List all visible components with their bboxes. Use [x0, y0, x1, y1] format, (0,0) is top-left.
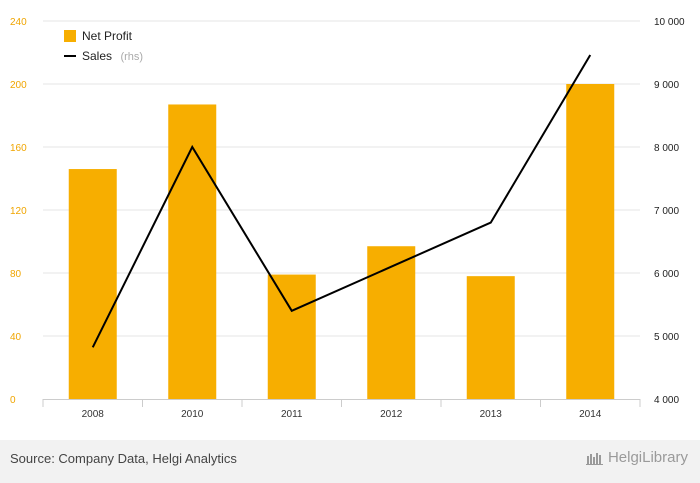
right-tick-label: 4 000 [654, 395, 679, 406]
sales-line-series [91, 54, 592, 348]
right-tick-label: 10 000 [654, 17, 685, 28]
left-tick-label: 240 [10, 17, 27, 28]
legend: Net Profit Sales (rhs) [64, 29, 143, 64]
right-tick-label: 6 000 [654, 269, 679, 280]
right-tick-label: 9 000 [654, 80, 679, 91]
legend-label-sales: Sales [82, 49, 112, 63]
x-tick-label: 2013 [480, 409, 503, 420]
bar-net-profit-2014 [566, 84, 615, 399]
x-tick-label: 2010 [181, 409, 204, 420]
x-tick-label: 2012 [380, 409, 403, 420]
left-tick-label: 160 [10, 143, 27, 154]
bar-net-profit-2013 [466, 276, 515, 399]
right-tick-label: 7 000 [654, 206, 679, 217]
sales-line [91, 54, 592, 348]
x-tick-label: 2011 [281, 409, 303, 420]
brand-logo: HelgiLibrary [585, 449, 688, 466]
left-tick-label: 80 [10, 269, 22, 280]
left-axis: 0 40 80 120 160 200 240 [10, 17, 27, 406]
gridlines [43, 20, 640, 337]
legend-label-sales-group: Sales (rhs) [82, 47, 143, 64]
combo-chart: 0 40 80 120 160 200 240 4 000 5 000 6 000 7 000 8 … [10, 17, 685, 420]
left-tick-label: 0 [10, 395, 16, 406]
bar-net-profit-2010 [168, 104, 217, 399]
footer-bar [0, 440, 700, 483]
x-tick-label: 2014 [579, 409, 602, 420]
legend-swatch-net-profit [64, 30, 76, 42]
right-tick-label: 8 000 [654, 143, 679, 154]
net-profit-bars [68, 84, 615, 399]
source-note: Source: Company Data, Helgi Analytics [10, 451, 237, 466]
left-tick-label: 120 [10, 206, 27, 217]
bar-net-profit-2012 [367, 246, 416, 399]
x-tick-label: 2008 [82, 409, 105, 420]
x-axis: 2008 2010 2011 2012 2013 2014 [42, 399, 641, 420]
legend-label-net-profit: Net Profit [82, 29, 133, 43]
right-axis: 4 000 5 000 6 000 7 000 8 000 9 000 10 000 [654, 17, 685, 406]
bar-net-profit-2011 [267, 274, 316, 399]
left-tick-label: 200 [10, 80, 27, 91]
library-icon [585, 452, 603, 465]
right-tick-label: 5 000 [654, 332, 679, 343]
bar-net-profit-2008 [68, 169, 117, 399]
left-tick-label: 40 [10, 332, 22, 343]
brand-name: HelgiLibrary [607, 449, 688, 466]
legend-label-sales-suffix: (rhs) [120, 51, 143, 63]
